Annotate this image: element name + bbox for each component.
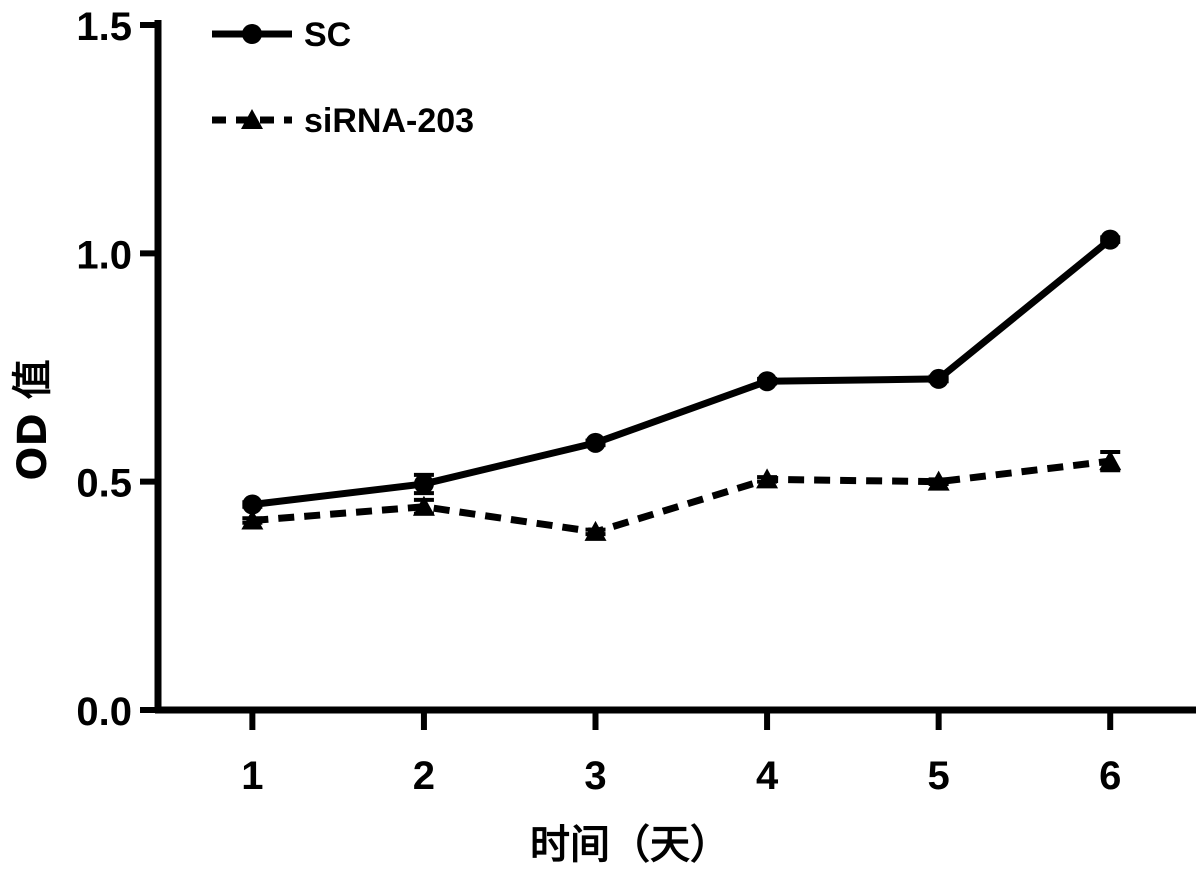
- y-tick-label-2: 1.0: [76, 233, 132, 277]
- series-line-siRNA-203: [252, 457, 1111, 536]
- y-axis-title: OD 值: [10, 359, 56, 480]
- series-layer: [241, 229, 1122, 541]
- y-tick-label-3: 1.5: [76, 5, 132, 49]
- x-tick-label-2: 3: [584, 754, 606, 798]
- data-point-SC-5: [1100, 229, 1121, 250]
- legend-marker-SC: [242, 24, 262, 44]
- x-ticks: 1 2 3 4 5 6: [241, 710, 1121, 798]
- series-line-SC: [251, 236, 1113, 508]
- legend-label-SC: SC: [304, 16, 351, 54]
- legend-label-siRNA-203: siRNA-203: [304, 102, 474, 140]
- series-siRNA-203: [241, 449, 1122, 541]
- y-tick-label-1: 0.5: [76, 462, 132, 506]
- x-tick-label-4: 5: [928, 754, 950, 798]
- legend-marker-siRNA-203: [241, 109, 263, 129]
- x-tick-label-0: 1: [241, 754, 263, 798]
- data-point-SC-2: [585, 432, 606, 453]
- data-point-SC-3: [757, 371, 778, 392]
- data-point-siRNA-203-1: [412, 495, 435, 516]
- data-point-SC-1: [413, 473, 434, 494]
- axes: [154, 20, 1196, 714]
- x-tick-label-3: 4: [756, 754, 779, 798]
- x-axis-title: 时间（天）: [530, 822, 730, 868]
- y-tick-label-0: 0.0: [76, 690, 132, 734]
- data-point-siRNA-203-2: [584, 520, 607, 541]
- data-point-siRNA-203-3: [756, 468, 779, 489]
- data-point-siRNA-203-0: [241, 509, 264, 530]
- data-point-SC-0: [242, 494, 263, 515]
- x-tick-label-1: 2: [413, 754, 435, 798]
- data-point-siRNA-203-4: [927, 470, 950, 491]
- y-ticks: 0.0 0.5 1.0 1.5: [76, 5, 158, 734]
- x-tick-label-5: 6: [1099, 754, 1121, 798]
- data-point-SC-4: [928, 368, 949, 389]
- series-SC: [242, 229, 1121, 515]
- legend: SC siRNA-203: [212, 16, 474, 140]
- data-point-siRNA-203-5: [1099, 450, 1122, 471]
